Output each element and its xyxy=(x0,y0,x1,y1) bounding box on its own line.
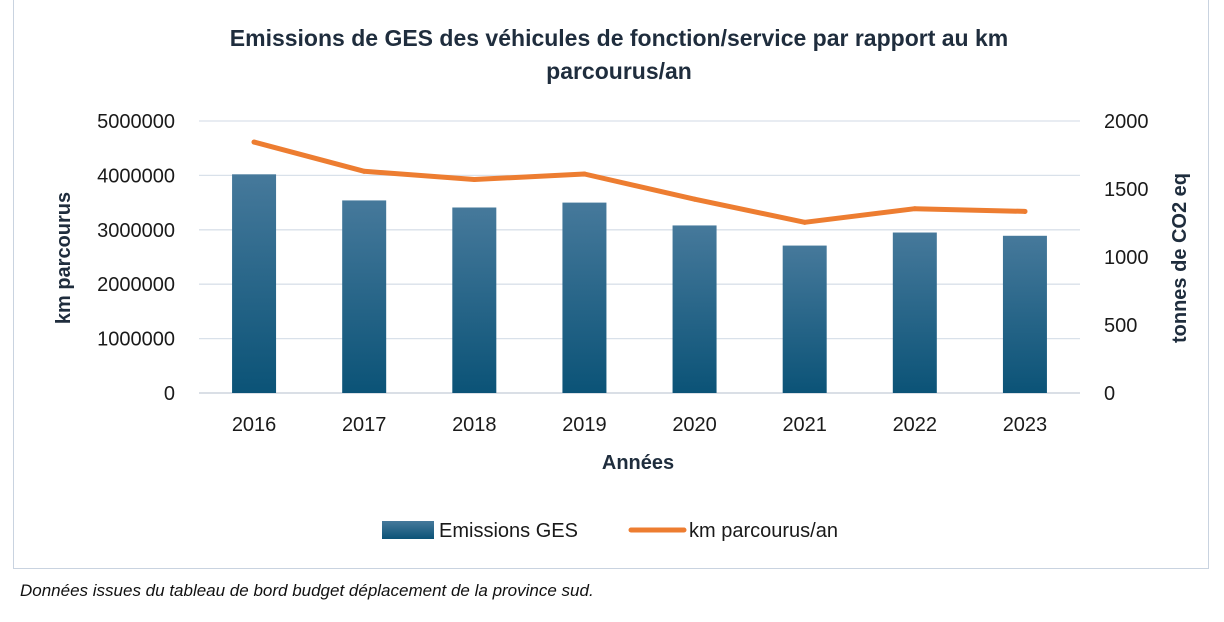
left-tick-label: 2000000 xyxy=(97,274,175,296)
line-point-2017 xyxy=(361,168,367,174)
x-tick-label: 2021 xyxy=(782,414,827,436)
x-tick-label: 2022 xyxy=(893,414,938,436)
bar-2021 xyxy=(782,245,827,393)
x-axis-ticks: 2016 2017 2018 2019 2020 2021 2022 2023 xyxy=(232,414,1047,436)
x-tick-label: 2020 xyxy=(672,414,717,436)
x-axis-title: Années xyxy=(602,452,674,474)
bar-2022 xyxy=(892,232,937,393)
x-tick-label: 2018 xyxy=(452,414,497,436)
legend-swatch-bars xyxy=(382,521,434,539)
source-caption: Données issues du tableau de bord budget… xyxy=(20,581,594,600)
right-tick-label: 0 xyxy=(1104,383,1115,405)
line-point-2023 xyxy=(1022,208,1028,214)
line-km-parcourus xyxy=(251,139,1028,225)
right-axis-ticks: 0 500 1000 1500 2000 xyxy=(1104,111,1149,405)
bar-2017 xyxy=(342,200,387,393)
x-tick-label: 2019 xyxy=(562,414,607,436)
bar-2020 xyxy=(672,225,717,393)
left-tick-label: 4000000 xyxy=(97,165,175,187)
right-tick-label: 500 xyxy=(1104,315,1137,337)
chart-frame: Emissions de GES des véhicules de foncti… xyxy=(13,0,1209,569)
left-tick-label: 0 xyxy=(164,383,175,405)
right-tick-label: 1000 xyxy=(1104,247,1149,269)
legend: Emissions GES km parcourus/an xyxy=(382,520,838,542)
combo-chart: Emissions de GES des véhicules de foncti… xyxy=(53,25,1191,542)
legend-label-bars: Emissions GES xyxy=(439,520,578,542)
bar-2016 xyxy=(232,174,277,393)
left-axis-title: km parcourus xyxy=(53,192,75,324)
x-tick-label: 2016 xyxy=(232,414,277,436)
line-point-2016 xyxy=(251,139,257,145)
left-tick-label: 3000000 xyxy=(97,220,175,242)
line-point-2022 xyxy=(912,206,918,212)
chart-title-line-1: Emissions de GES des véhicules de foncti… xyxy=(230,25,1008,51)
bar-2018 xyxy=(452,207,497,393)
x-tick-label: 2017 xyxy=(342,414,387,436)
right-axis-title: tonnes de CO2 eq xyxy=(1169,173,1191,343)
line-point-2018 xyxy=(471,176,477,182)
line-point-2021 xyxy=(802,219,808,225)
bar-2023 xyxy=(1002,235,1047,393)
bar-series xyxy=(232,174,1047,393)
legend-label-line: km parcourus/an xyxy=(689,520,838,542)
chart-title-line-2: parcourus/an xyxy=(546,58,692,84)
left-axis-ticks: 0 1000000 2000000 3000000 4000000 5000000 xyxy=(97,111,175,405)
line-point-2020 xyxy=(692,196,698,202)
left-tick-label: 5000000 xyxy=(97,111,175,133)
line-point-2019 xyxy=(581,171,587,177)
right-tick-label: 2000 xyxy=(1104,111,1149,133)
left-tick-label: 1000000 xyxy=(97,329,175,351)
bar-2019 xyxy=(562,202,607,393)
x-tick-label: 2023 xyxy=(1003,414,1048,436)
right-tick-label: 1500 xyxy=(1104,179,1149,201)
line-series xyxy=(251,139,1028,225)
